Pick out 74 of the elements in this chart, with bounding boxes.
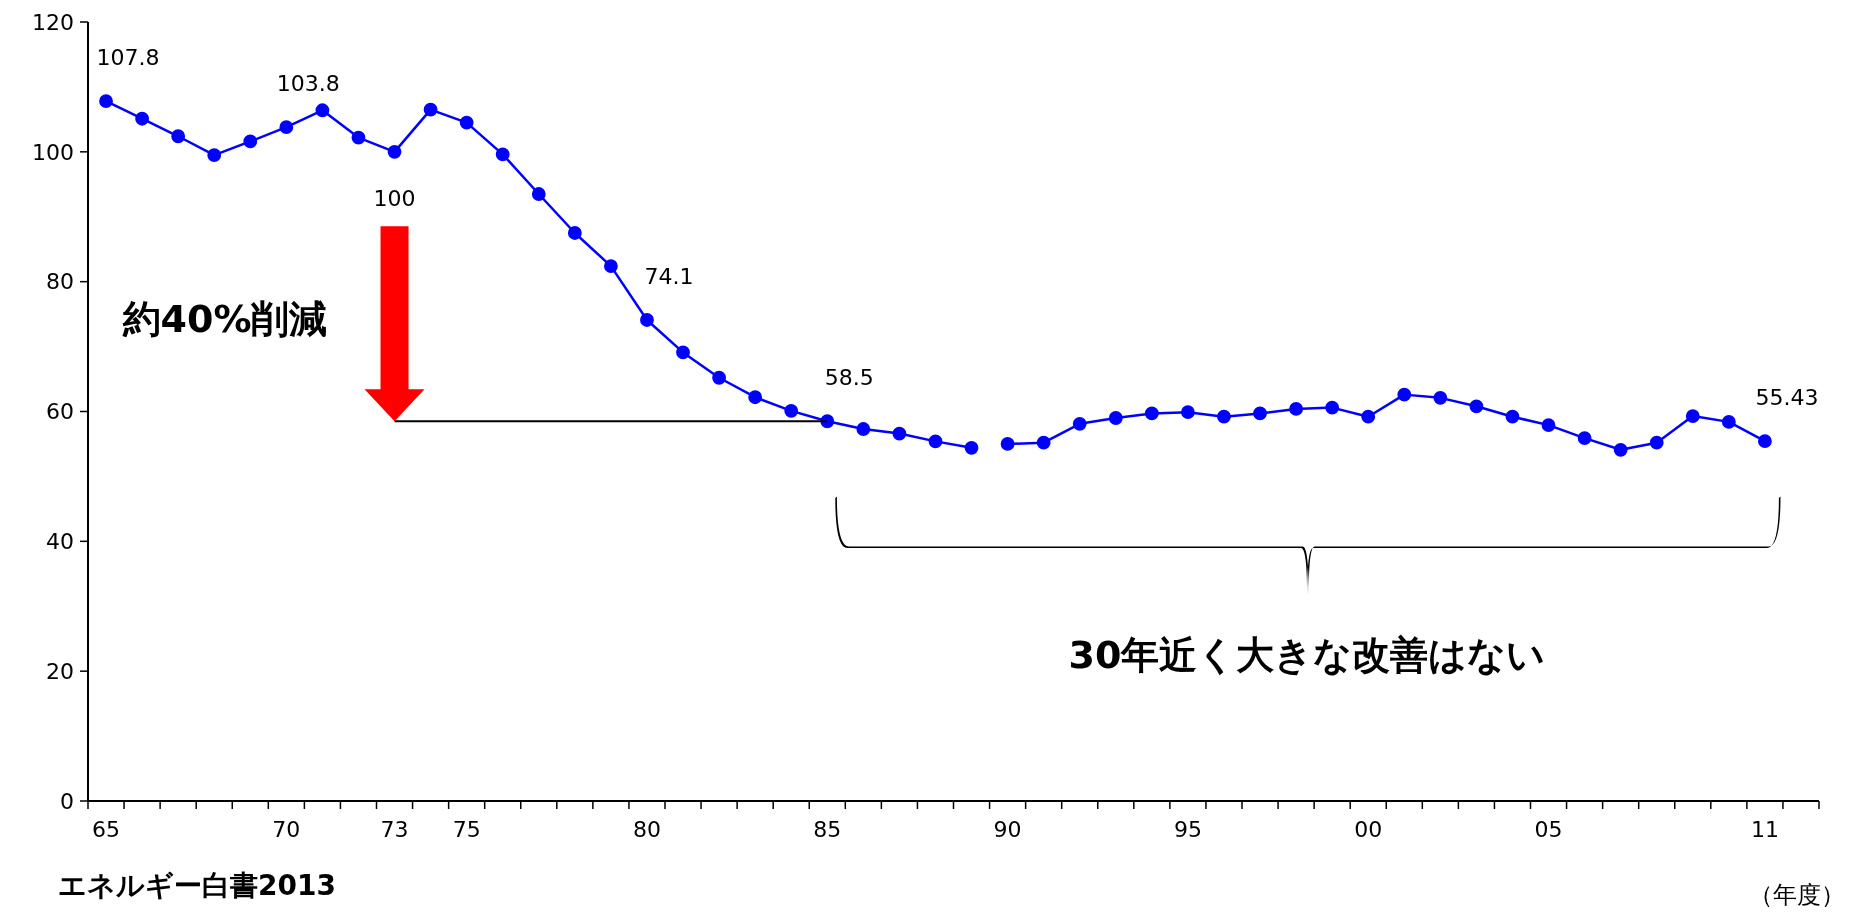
y-tick-label: 80 bbox=[46, 269, 74, 295]
text: エネルギー白書2013 bbox=[58, 869, 336, 902]
point bbox=[1397, 387, 1412, 402]
point bbox=[567, 226, 582, 240]
data-label: 58.5 bbox=[824, 365, 874, 391]
point bbox=[1000, 437, 1015, 451]
point bbox=[99, 94, 113, 109]
x-tick-label: 70 bbox=[272, 817, 301, 842]
point bbox=[1721, 414, 1736, 429]
data-label: 103.8 bbox=[276, 71, 340, 97]
point bbox=[351, 130, 366, 145]
data-label: 107.8 bbox=[96, 45, 160, 71]
x-tick-label: 85 bbox=[813, 817, 842, 842]
x-axis-title: （年度） bbox=[1749, 881, 1845, 909]
point bbox=[1505, 409, 1520, 424]
point bbox=[1541, 418, 1556, 433]
point bbox=[712, 370, 726, 385]
point bbox=[748, 390, 763, 405]
point bbox=[1217, 409, 1231, 424]
x-tick-label: 00 bbox=[1354, 817, 1383, 842]
point bbox=[315, 103, 330, 118]
point bbox=[1361, 409, 1376, 424]
point bbox=[171, 129, 186, 144]
x-tick-label: 65 bbox=[92, 817, 121, 842]
point bbox=[387, 144, 402, 159]
x-tick-label: 75 bbox=[452, 817, 481, 842]
point bbox=[495, 147, 510, 162]
point bbox=[928, 434, 943, 449]
point bbox=[784, 403, 799, 418]
y-tick-label: 60 bbox=[46, 399, 74, 425]
y-tick-label: 20 bbox=[46, 658, 74, 684]
point bbox=[1685, 409, 1700, 423]
y-tick-label: 0 bbox=[60, 788, 74, 814]
y-tick-label: 100 bbox=[32, 139, 74, 165]
point bbox=[1758, 434, 1772, 449]
point bbox=[531, 187, 546, 201]
point bbox=[1036, 435, 1051, 450]
point bbox=[1469, 399, 1484, 414]
point bbox=[207, 148, 222, 162]
point bbox=[1433, 390, 1448, 405]
point bbox=[135, 111, 149, 126]
x-tick-label: 90 bbox=[993, 817, 1022, 842]
annotation: 30年近く大きな改善はない bbox=[1068, 633, 1546, 677]
point bbox=[892, 426, 907, 441]
point bbox=[856, 422, 871, 436]
point bbox=[1144, 406, 1159, 421]
x-tick-label: 11 bbox=[1750, 817, 1779, 842]
point bbox=[964, 440, 979, 455]
point bbox=[1577, 431, 1592, 446]
point bbox=[279, 120, 294, 135]
point bbox=[676, 345, 690, 360]
x-tick-label: 73 bbox=[380, 817, 409, 842]
y-tick-label: 120 bbox=[32, 9, 74, 35]
data-label: 74.1 bbox=[644, 263, 694, 289]
data-label: 55.43 bbox=[1755, 385, 1819, 411]
point bbox=[1072, 416, 1087, 431]
x-tick-label: 95 bbox=[1173, 817, 1202, 842]
data-label: 100 bbox=[373, 185, 416, 211]
point bbox=[640, 313, 654, 327]
point bbox=[459, 115, 474, 130]
point bbox=[604, 259, 618, 273]
point bbox=[1613, 442, 1628, 457]
point bbox=[1325, 400, 1340, 415]
point bbox=[1253, 406, 1267, 421]
point bbox=[1108, 411, 1123, 425]
x-tick-label: 05 bbox=[1534, 817, 1563, 842]
x-tick-label: 80 bbox=[632, 817, 661, 842]
point bbox=[1649, 435, 1664, 450]
annotation: 約40%削減 bbox=[121, 297, 328, 341]
point bbox=[423, 102, 438, 117]
point bbox=[243, 134, 258, 149]
point bbox=[1289, 402, 1303, 416]
point bbox=[1181, 405, 1195, 420]
y-tick-label: 40 bbox=[46, 529, 74, 555]
